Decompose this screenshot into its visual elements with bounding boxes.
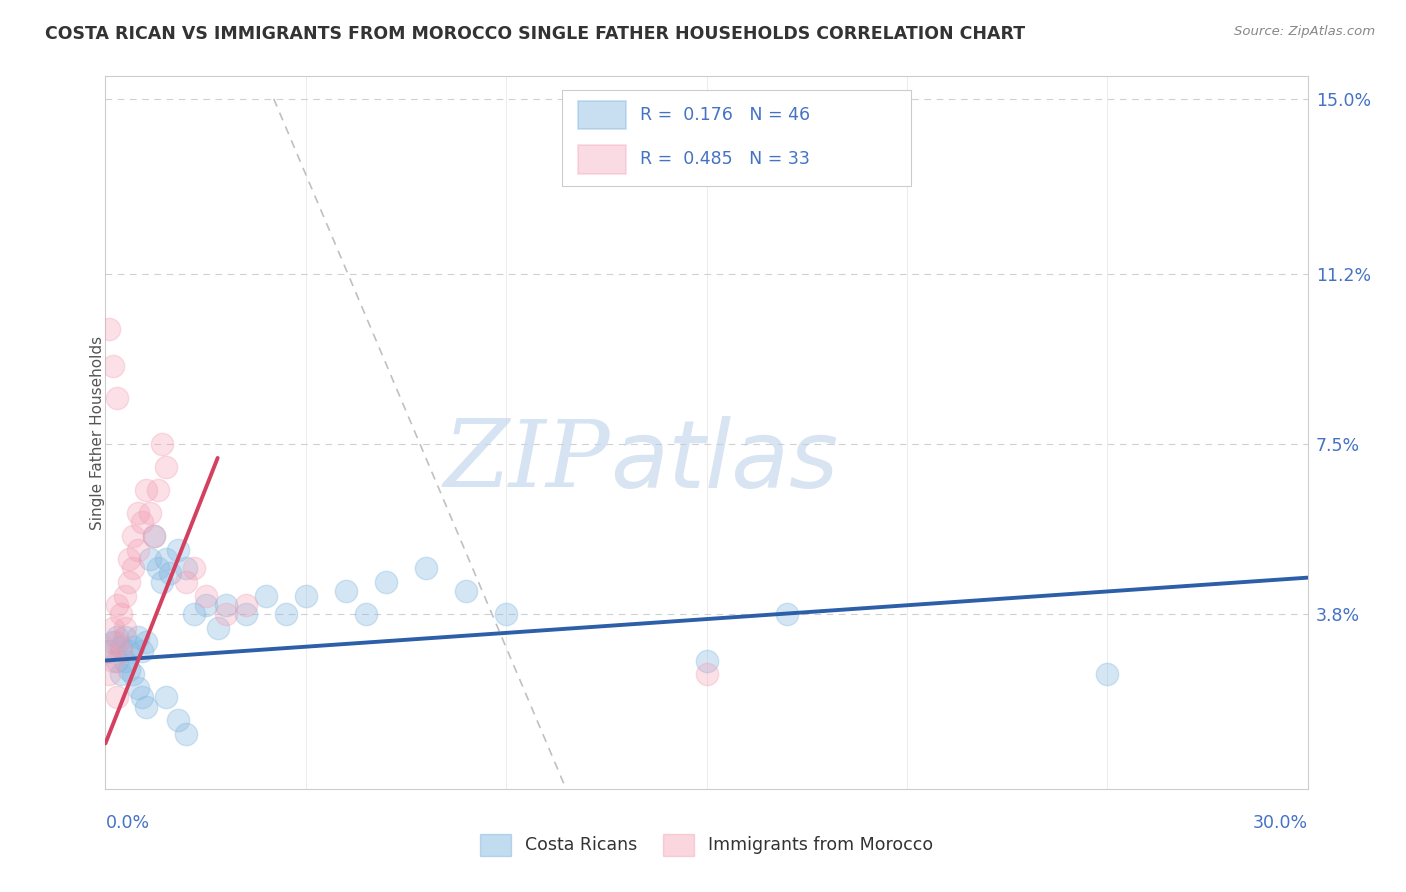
- Text: atlas: atlas: [610, 416, 838, 507]
- Point: [696, 653, 718, 667]
- Point: [1097, 667, 1119, 681]
- Point: [110, 644, 132, 658]
- Point: [166, 543, 188, 558]
- Point: [155, 552, 177, 566]
- Bar: [578, 145, 626, 174]
- Point: [214, 607, 236, 622]
- Point: [150, 437, 173, 451]
- Point: [103, 621, 125, 635]
- Point: [166, 714, 188, 728]
- Bar: [578, 101, 626, 129]
- Point: [122, 529, 145, 543]
- Point: [122, 561, 145, 575]
- Point: [295, 589, 318, 603]
- Point: [207, 621, 229, 635]
- Point: [131, 644, 153, 658]
- Point: [114, 653, 136, 667]
- Point: [150, 575, 173, 590]
- Point: [138, 552, 160, 566]
- Point: [131, 690, 153, 705]
- Point: [114, 631, 136, 645]
- Point: [495, 607, 517, 622]
- Text: COSTA RICAN VS IMMIGRANTS FROM MOROCCO SINGLE FATHER HOUSEHOLDS CORRELATION CHAR: COSTA RICAN VS IMMIGRANTS FROM MOROCCO S…: [45, 25, 1025, 43]
- Point: [127, 506, 149, 520]
- Point: [127, 543, 149, 558]
- Point: [118, 552, 141, 566]
- Point: [110, 607, 132, 622]
- Point: [214, 599, 236, 613]
- Point: [122, 667, 145, 681]
- Y-axis label: Single Father Households: Single Father Households: [90, 335, 104, 530]
- Point: [159, 566, 181, 580]
- Text: ZIP: ZIP: [444, 417, 610, 506]
- Text: Source: ZipAtlas.com: Source: ZipAtlas.com: [1234, 25, 1375, 38]
- Point: [194, 599, 217, 613]
- Text: 0.0%: 0.0%: [105, 814, 149, 831]
- Point: [174, 561, 197, 575]
- Point: [146, 561, 169, 575]
- Point: [183, 607, 205, 622]
- Point: [107, 690, 129, 705]
- Point: [776, 607, 799, 622]
- Point: [127, 631, 149, 645]
- Point: [174, 727, 197, 741]
- Point: [142, 529, 165, 543]
- Point: [103, 653, 125, 667]
- Point: [98, 644, 121, 658]
- Point: [235, 607, 257, 622]
- Text: R =  0.176   N = 46: R = 0.176 N = 46: [640, 106, 810, 124]
- Point: [98, 644, 121, 658]
- Point: [98, 667, 121, 681]
- Text: R =  0.485   N = 33: R = 0.485 N = 33: [640, 151, 810, 169]
- Point: [122, 640, 145, 654]
- Point: [183, 561, 205, 575]
- Point: [155, 690, 177, 705]
- Point: [454, 584, 477, 599]
- Point: [155, 460, 177, 475]
- Point: [127, 681, 149, 695]
- Point: [135, 699, 157, 714]
- Point: [194, 589, 217, 603]
- Point: [335, 584, 357, 599]
- Point: [354, 607, 377, 622]
- Point: [254, 589, 277, 603]
- Point: [138, 506, 160, 520]
- Point: [103, 635, 125, 649]
- Point: [103, 359, 125, 373]
- Point: [174, 575, 197, 590]
- Point: [696, 667, 718, 681]
- Text: 30.0%: 30.0%: [1253, 814, 1308, 831]
- Point: [107, 599, 129, 613]
- Point: [114, 621, 136, 635]
- Point: [107, 653, 129, 667]
- Point: [107, 391, 129, 405]
- Point: [415, 561, 437, 575]
- Point: [118, 644, 141, 658]
- FancyBboxPatch shape: [562, 90, 911, 186]
- Point: [98, 322, 121, 336]
- Point: [274, 607, 297, 622]
- Point: [107, 635, 129, 649]
- Legend: Costa Ricans, Immigrants from Morocco: Costa Ricans, Immigrants from Morocco: [472, 827, 941, 863]
- Point: [110, 667, 132, 681]
- Point: [142, 529, 165, 543]
- Point: [374, 575, 398, 590]
- Point: [114, 589, 136, 603]
- Point: [146, 483, 169, 498]
- Point: [135, 483, 157, 498]
- Point: [110, 640, 132, 654]
- Point: [235, 599, 257, 613]
- Point: [118, 663, 141, 677]
- Point: [131, 516, 153, 530]
- Point: [118, 575, 141, 590]
- Point: [135, 635, 157, 649]
- Point: [107, 631, 129, 645]
